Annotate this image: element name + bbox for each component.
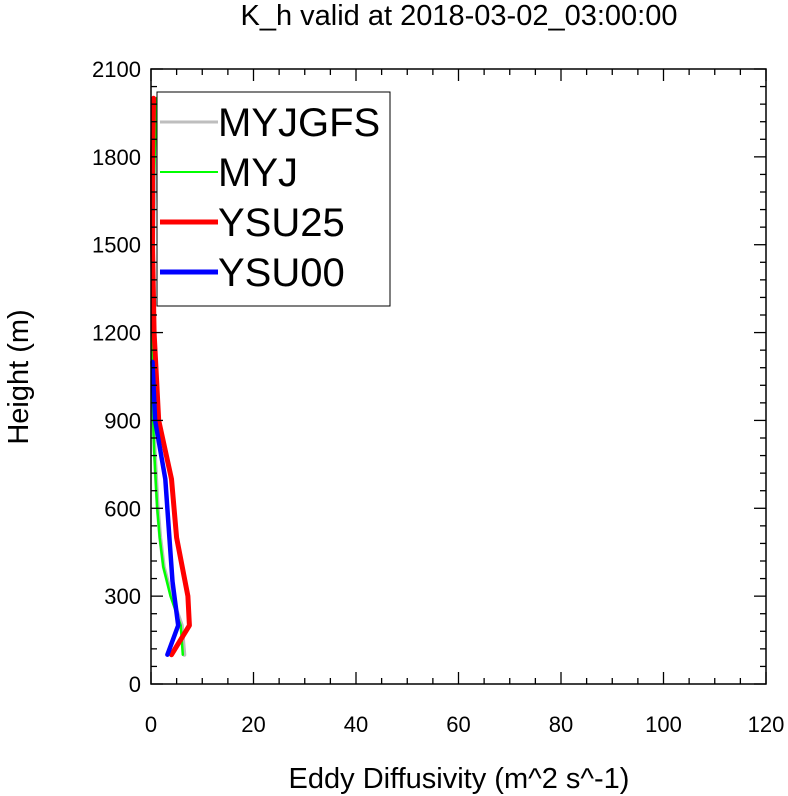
y-tick-label: 2100	[92, 57, 141, 82]
tick-layer: 0 20 40 60 80 100 1200300600900120015001800210…	[92, 57, 784, 737]
y-tick-label: 1200	[92, 321, 141, 346]
x-tick-label: 120	[748, 712, 785, 737]
series-line-ysu25	[150, 95, 192, 658]
y-tick-label: 1800	[92, 145, 141, 170]
legend-label-ysu25: YSU25	[218, 201, 345, 245]
y-axis-label: Height (m)	[3, 309, 35, 444]
y-tick-label: 600	[104, 496, 141, 521]
y-tick-label: 0	[129, 672, 141, 697]
x-tick-label: 60	[446, 712, 470, 737]
y-tick-label: 1500	[92, 233, 141, 258]
y-tick-label: 300	[104, 584, 141, 609]
x-tick-label: 40	[344, 712, 368, 737]
legend-label-myjgfs: MYJGFS	[218, 101, 380, 145]
plot-area: 0 20 40 60 80 100 1200300600900120015001800210…	[92, 57, 784, 737]
x-axis-label: Eddy Diffusivity (m^2 s^-1)	[289, 763, 630, 795]
legend-label-ysu00: YSU00	[218, 251, 345, 295]
x-tick-label: 0	[145, 712, 157, 737]
y-tick-label: 900	[104, 408, 141, 433]
legend-label-myj: MYJ	[218, 151, 298, 195]
x-tick-label: 20	[241, 712, 265, 737]
legend: MYJGFS MYJ YSU25 YSU00	[156, 91, 391, 307]
x-tick-label: 100	[645, 712, 682, 737]
x-tick-label: 80	[549, 712, 573, 737]
chart-title: K_h valid at 2018-03-02_03:00:00	[241, 0, 678, 32]
